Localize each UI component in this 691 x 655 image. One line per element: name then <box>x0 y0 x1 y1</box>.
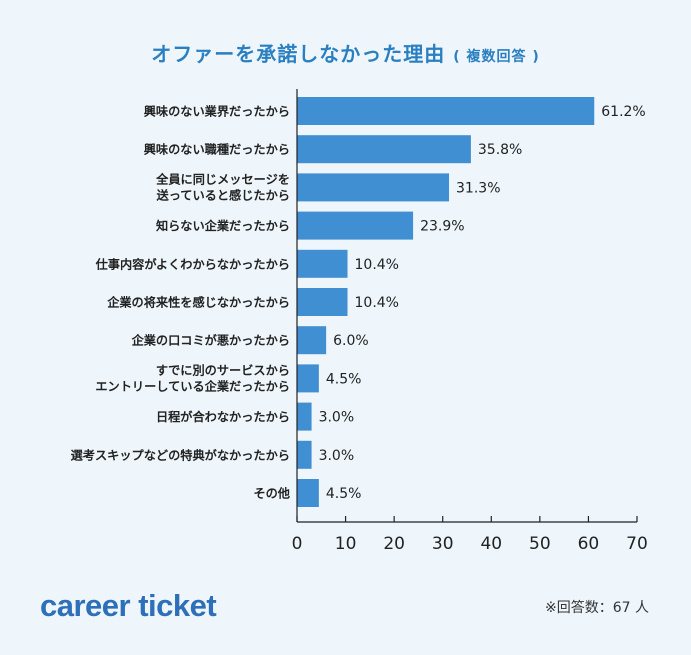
x-tick-label: 50 <box>529 534 551 554</box>
bar <box>297 440 312 469</box>
category-label: 全員に同じメッセージを <box>155 171 290 186</box>
bar-value-label: 3.0% <box>319 448 355 464</box>
x-tick-label: 40 <box>480 534 502 554</box>
bar <box>297 97 595 125</box>
category-label: エントリーしている企業だったから <box>95 378 290 393</box>
bar-value-label: 35.8% <box>478 142 522 158</box>
bar <box>297 288 348 316</box>
x-tick-label: 10 <box>335 534 357 554</box>
chart-title: オファーを承諾しなかった理由 ( 複数回答 ) <box>0 38 691 67</box>
category-label: 日程が合わなかったから <box>156 409 290 424</box>
bar <box>297 249 348 278</box>
bar <box>297 326 327 355</box>
bar <box>297 211 414 240</box>
bar-value-label: 3.0% <box>319 410 355 426</box>
bar <box>297 364 319 393</box>
response-count-note: ※回答数：67 人 <box>545 600 649 616</box>
bar <box>297 135 471 164</box>
bar <box>297 173 450 202</box>
x-tick-label: 70 <box>626 534 648 554</box>
bar-value-label: 4.5% <box>326 371 362 387</box>
bar-value-label: 4.5% <box>326 486 362 502</box>
bar-value-label: 10.4% <box>355 257 399 273</box>
bar <box>297 402 312 431</box>
x-tick-label: 0 <box>292 534 303 554</box>
category-label: 興味のない職種だったから <box>144 142 290 157</box>
bar-value-label: 31.3% <box>456 180 500 196</box>
category-label: 送っていると感じたから <box>156 187 290 202</box>
chart-title-main: オファーを承諾しなかった理由 <box>151 42 446 66</box>
bar-value-label: 23.9% <box>420 219 464 235</box>
category-label: 企業の口コミが悪かったから <box>131 333 290 348</box>
x-tick-label: 20 <box>383 534 405 554</box>
bar-value-label: 6.0% <box>333 333 369 349</box>
chart-title-note: ( 複数回答 ) <box>453 49 540 65</box>
x-tick-label: 30 <box>432 534 454 554</box>
bar-value-label: 10.4% <box>355 295 399 311</box>
category-label: 仕事内容がよくわからなかったから <box>95 256 290 271</box>
career-ticket-logo: career ticket <box>40 588 217 623</box>
x-tick-label: 60 <box>578 534 600 554</box>
category-label: 企業の将来性を感じなかったから <box>106 295 290 310</box>
category-label: すでに別のサービスから <box>156 362 290 377</box>
bar <box>297 479 319 507</box>
bar-value-label: 61.2% <box>601 104 645 120</box>
category-label: 知らない企業だったから <box>155 218 290 233</box>
category-label: その他 <box>253 486 290 501</box>
category-label: 興味のない業界だったから <box>144 104 290 119</box>
bar-chart: 61.2% 興味のない業界だったから 35.8% 興味のない職種だったから 31.3% 全… <box>71 89 648 554</box>
category-label: 選考スキップなどの特典がなかったから <box>71 447 290 462</box>
